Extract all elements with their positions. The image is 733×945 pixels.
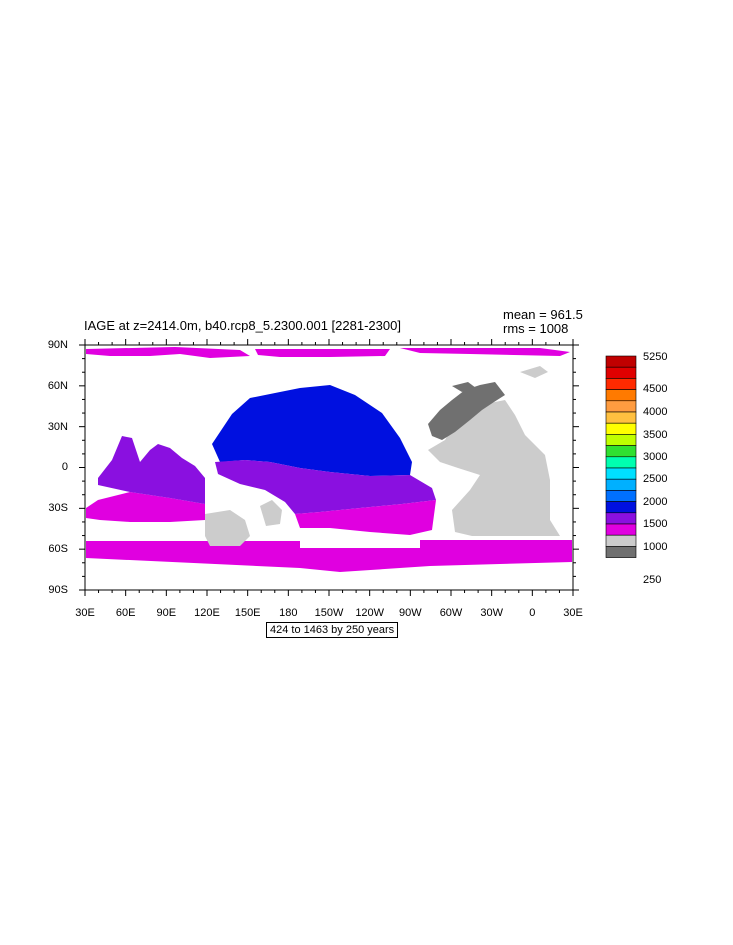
lon-label-90w: 90W: [398, 607, 422, 619]
lat-label-0: 0: [61, 461, 68, 473]
field-region: [205, 510, 250, 546]
lon-label-180: 180: [279, 607, 298, 619]
field-region: [212, 385, 412, 476]
colorbar-box: [605, 400, 637, 413]
colorbar-box: [605, 422, 637, 435]
colorbar-box: [605, 512, 637, 525]
lon-label-30e: 30E: [75, 607, 95, 619]
lon-label-150w: 150W: [314, 607, 344, 619]
lat-label-30n: 30N: [47, 421, 68, 433]
lon-label-30w: 30W: [480, 607, 503, 619]
colorbar-label-1000: 1000: [643, 541, 668, 553]
field-region: [98, 436, 205, 504]
lon-label-0: 0: [529, 607, 536, 619]
colorbar-box: [605, 389, 637, 402]
field-region: [86, 540, 572, 572]
field-region: [452, 382, 476, 392]
lon-label-60e: 60E: [115, 607, 136, 619]
field-region: [86, 492, 205, 522]
colorbar-box: [605, 366, 637, 379]
colorbar-box: [605, 434, 637, 446]
lon-label-150e: 150E: [234, 607, 261, 619]
lat-label-60s: 60S: [48, 543, 68, 555]
colorbar-box: [605, 523, 637, 536]
lon-label-120e: 120E: [194, 607, 220, 619]
colorbar-box: [605, 411, 637, 424]
contour-info-label: 424 to 1463 by 250 years: [266, 622, 399, 638]
colorbar-box: [605, 546, 637, 558]
colorbar-label-250: 250: [643, 574, 662, 586]
lon-label-60w: 60W: [439, 607, 463, 619]
map-frame: [84, 344, 574, 591]
colorbar-box: [605, 355, 637, 368]
lat-label-30s: 30S: [48, 502, 68, 514]
field-region: [428, 382, 505, 440]
field-region: [215, 460, 436, 514]
colorbar-label-3500: 3500: [643, 429, 668, 441]
lat-label-90s: 90S: [48, 584, 68, 596]
colorbar-box: [605, 534, 637, 547]
colorbar-box: [605, 478, 637, 491]
rms-stat: rms = 1008: [503, 321, 569, 336]
field-region: [295, 500, 436, 535]
field-region: [260, 500, 282, 526]
field-region: [428, 400, 560, 536]
colorbar-box: [605, 445, 637, 458]
lon-label-120w: 120W: [355, 607, 385, 619]
plot-title: IAGE at z=2414.0m, b40.rcp8_5.2300.001 […: [84, 318, 401, 333]
colorbar-box: [605, 378, 637, 390]
field-region: [520, 366, 548, 378]
colorbar: [605, 355, 637, 558]
field-region: [86, 347, 250, 358]
colorbar-label-2000: 2000: [643, 496, 668, 508]
colorbar-label-5250: 5250: [643, 351, 668, 363]
lon-label-90e: 90E: [156, 607, 177, 619]
field-region: [255, 349, 390, 357]
colorbar-box: [605, 456, 637, 469]
lat-label-60n: 60N: [47, 380, 68, 392]
colorbar-label-4000: 4000: [643, 406, 668, 418]
colorbar-box: [605, 467, 637, 480]
mean-stat: mean = 961.5: [503, 307, 583, 322]
colorbar-label-2500: 2500: [643, 473, 668, 485]
colorbar-label-3000: 3000: [643, 451, 668, 463]
lon-label-30e-end: 30E: [563, 607, 583, 619]
colorbar-label-4500: 4500: [643, 383, 668, 395]
ocean-age-field: [86, 347, 572, 572]
colorbar-box: [605, 490, 637, 502]
colorbar-label-1500: 1500: [643, 518, 668, 530]
field-region: [400, 348, 570, 356]
colorbar-box: [605, 501, 637, 514]
lat-label-90n: 90N: [47, 339, 68, 351]
